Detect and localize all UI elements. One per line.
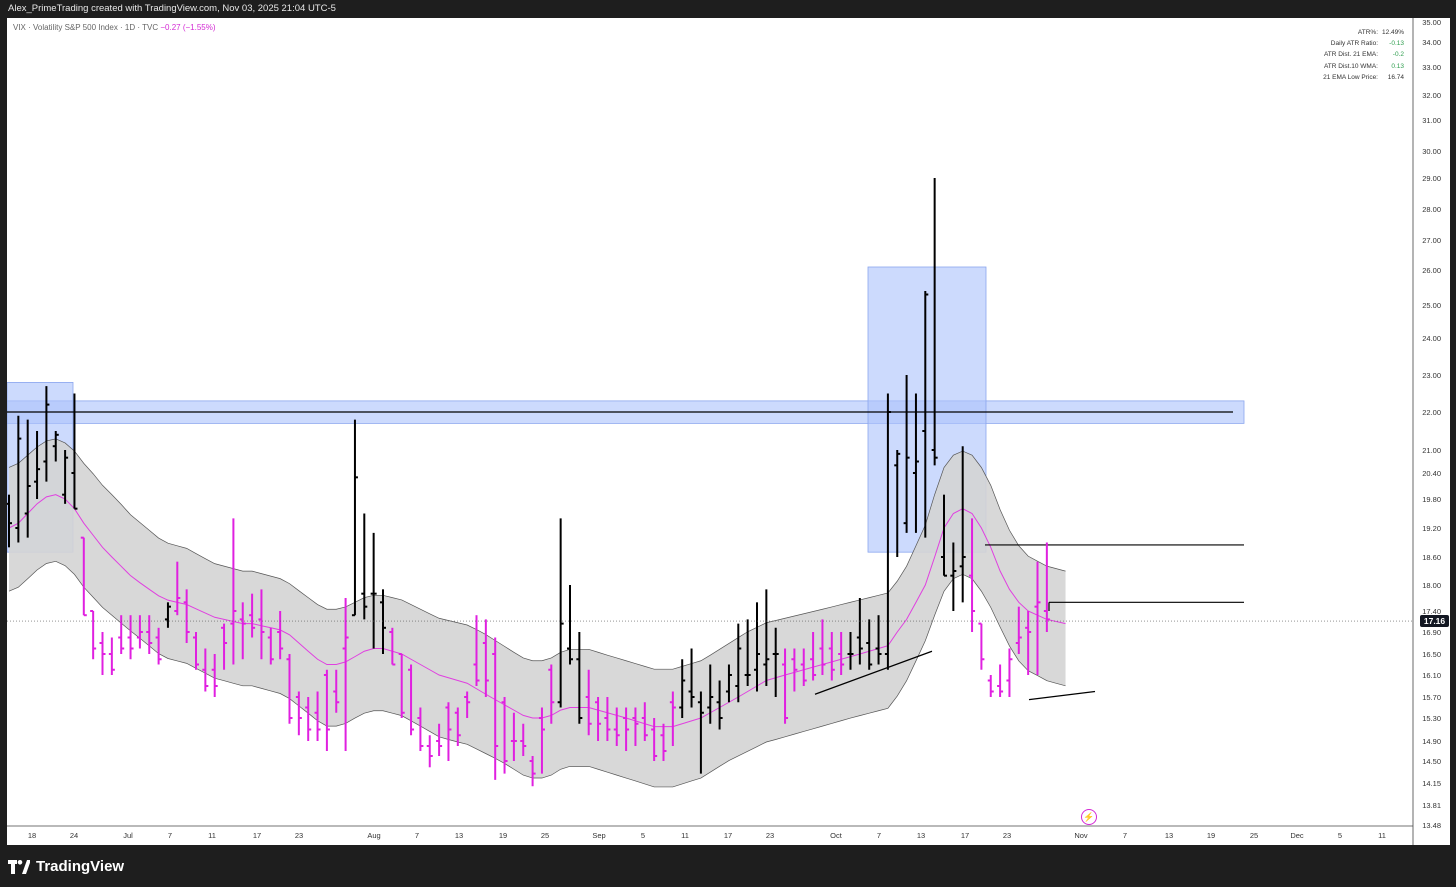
y-tick-label: 19.20 bbox=[1422, 524, 1441, 533]
x-tick-label: 23 bbox=[1003, 831, 1011, 840]
y-tick-label: 22.00 bbox=[1422, 408, 1441, 417]
y-tick-label: 13.81 bbox=[1422, 801, 1441, 810]
x-tick-label: 13 bbox=[455, 831, 463, 840]
y-tick-label: 16.90 bbox=[1422, 628, 1441, 637]
stat-value: 0.13 bbox=[1391, 62, 1404, 70]
x-tick-label: 11 bbox=[208, 831, 216, 840]
y-tick-label: 21.00 bbox=[1422, 446, 1441, 455]
x-tick-label: Jul bbox=[123, 831, 133, 840]
x-tick-label: 17 bbox=[253, 831, 261, 840]
y-tick-label: 15.30 bbox=[1422, 714, 1441, 723]
y-tick-label: 34.00 bbox=[1422, 38, 1441, 47]
x-tick-label: 17 bbox=[724, 831, 732, 840]
stat-label: ATR Dist.10 WMA: bbox=[1323, 62, 1378, 70]
x-tick-label: 23 bbox=[766, 831, 774, 840]
stat-row: ATR Dist.10 WMA: 0.13 bbox=[1307, 61, 1404, 72]
x-tick-label: 18 bbox=[28, 831, 36, 840]
x-tick-label: 25 bbox=[541, 831, 549, 840]
y-tick-label: 35.00 bbox=[1422, 18, 1441, 27]
y-tick-label: 13.48 bbox=[1422, 821, 1441, 830]
x-tick-label: Dec bbox=[1290, 831, 1304, 840]
symbol-legend: VIX · Volatility S&P 500 Index · 1D · TV… bbox=[13, 23, 216, 32]
y-tick-label: 29.00 bbox=[1422, 174, 1441, 183]
legend-symbol: VIX bbox=[13, 23, 26, 32]
legend-name: Volatility S&P 500 Index bbox=[33, 23, 118, 32]
x-tick-label: 13 bbox=[1165, 831, 1173, 840]
stat-row: ATR%: 12.49% bbox=[1307, 27, 1404, 38]
y-tick-label: 32.00 bbox=[1422, 91, 1441, 100]
x-tick-label: 7 bbox=[168, 831, 172, 840]
stat-label: 21 EMA Low Price: bbox=[1323, 73, 1378, 81]
x-tick-label: Aug bbox=[367, 831, 380, 840]
trendline-0 bbox=[814, 650, 933, 695]
legend-exchange: TVC bbox=[142, 23, 159, 32]
x-tick-label: 7 bbox=[1123, 831, 1127, 840]
stat-row: 21 EMA Low Price: 16.74 bbox=[1307, 72, 1404, 83]
ema21-line bbox=[8, 494, 1066, 728]
x-tick-label: Oct bbox=[830, 831, 843, 840]
legend-interval: 1D bbox=[124, 23, 136, 32]
x-tick-label: 11 bbox=[1378, 831, 1386, 840]
legend-change: −0.27 (−1.55%) bbox=[160, 23, 216, 32]
footer-bar: TradingView bbox=[0, 845, 1456, 887]
y-tick-label: 15.70 bbox=[1422, 693, 1441, 702]
x-tick-label: 5 bbox=[641, 831, 645, 840]
x-tick-label: 17 bbox=[961, 831, 969, 840]
stat-value: -0.2 bbox=[1392, 51, 1404, 59]
y-tick-label: 33.00 bbox=[1422, 63, 1441, 72]
x-tick-label: 7 bbox=[415, 831, 419, 840]
y-tick-label: 27.00 bbox=[1422, 236, 1441, 245]
tradingview-logo-icon bbox=[8, 859, 30, 874]
lightning-icon[interactable]: ⚡ bbox=[1081, 809, 1097, 825]
chart-panel[interactable]: 13.48 13.81 14.15 14.50 14.90 15.30 15.70 16.10… bbox=[7, 18, 1450, 845]
ema-band-upper bbox=[8, 438, 1066, 670]
stat-label: Daily ATR Ratio: bbox=[1330, 40, 1378, 48]
top-caption-bar: Alex_PrimeTrading created with TradingVi… bbox=[0, 0, 1456, 18]
x-tick-label: 24 bbox=[70, 831, 78, 840]
y-tick-label: 14.50 bbox=[1422, 757, 1441, 766]
y-tick-label: 14.15 bbox=[1422, 779, 1441, 788]
stats-table: ATR%: 12.49% Daily ATR Ratio: -0.13 ATR Di… bbox=[1307, 27, 1404, 83]
x-tick-label: 25 bbox=[1250, 831, 1258, 840]
y-tick-label: 23.00 bbox=[1422, 371, 1441, 380]
y-tick-label: 14.90 bbox=[1422, 737, 1441, 746]
header-caption: Alex_PrimeTrading created with TradingVi… bbox=[8, 3, 336, 14]
stat-label: ATR%: bbox=[1357, 29, 1378, 36]
y-tick-label: 25.00 bbox=[1422, 301, 1441, 310]
x-tick-label: Sep bbox=[592, 831, 605, 840]
x-tick-label: 19 bbox=[499, 831, 507, 840]
y-tick-label: 20.40 bbox=[1422, 469, 1441, 478]
stat-value: 12.49% bbox=[1382, 29, 1405, 36]
x-tick-label: 19 bbox=[1207, 831, 1215, 840]
y-tick-label: 18.60 bbox=[1422, 553, 1441, 562]
stat-row: Daily ATR Ratio: -0.13 bbox=[1307, 38, 1404, 49]
y-tick-label: 16.10 bbox=[1422, 671, 1441, 680]
price-chart[interactable]: 13.48 13.81 14.15 14.50 14.90 15.30 15.70 16.10… bbox=[7, 18, 1450, 845]
y-tick-label: 28.00 bbox=[1422, 205, 1441, 214]
y-tick-label: 31.00 bbox=[1422, 116, 1441, 125]
y-tick-label: 18.00 bbox=[1422, 581, 1441, 590]
x-tick-label: 13 bbox=[917, 831, 925, 840]
x-tick-label: 7 bbox=[877, 831, 881, 840]
y-tick-label: 16.50 bbox=[1422, 650, 1441, 659]
brand[interactable]: TradingView bbox=[8, 858, 124, 875]
y-tick-label: 30.00 bbox=[1422, 147, 1441, 156]
stat-label: ATR Dist. 21 EMA: bbox=[1323, 51, 1378, 59]
stat-row: ATR Dist. 21 EMA: -0.2 bbox=[1307, 49, 1404, 60]
y-tick-label: 26.00 bbox=[1422, 266, 1441, 275]
last-price-label: 17.16 bbox=[1420, 615, 1449, 627]
x-tick-label: Nov bbox=[1074, 831, 1088, 840]
trendline-1 bbox=[1028, 690, 1096, 701]
y-tick-label: 17.40 bbox=[1422, 607, 1441, 616]
y-tick-label: 24.00 bbox=[1422, 334, 1441, 343]
y-tick-label: 19.80 bbox=[1422, 495, 1441, 504]
x-tick-label: 5 bbox=[1338, 831, 1342, 840]
ema-band-lower bbox=[8, 560, 1066, 788]
x-tick-label: 23 bbox=[295, 831, 303, 840]
stat-value: 16.74 bbox=[1387, 73, 1404, 81]
brand-name: TradingView bbox=[36, 858, 125, 875]
ema-band-fill bbox=[9, 438, 1066, 787]
x-tick-label: 11 bbox=[681, 831, 689, 840]
stat-value: -0.13 bbox=[1389, 40, 1404, 48]
